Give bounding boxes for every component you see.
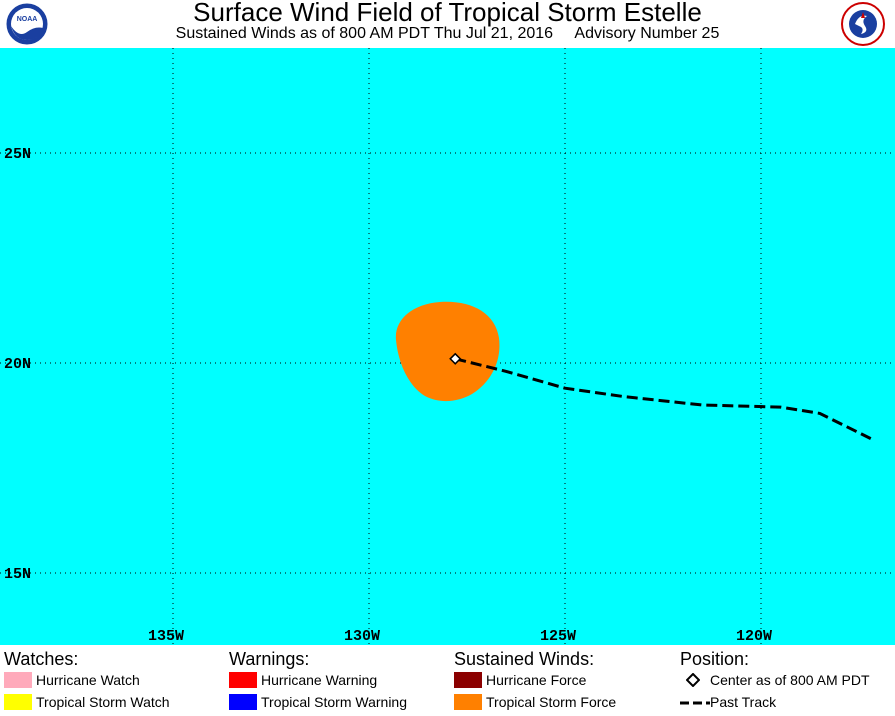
swatch-tropical-storm-warning bbox=[229, 694, 257, 710]
dashed-line-icon bbox=[680, 701, 710, 705]
storm-center-marker bbox=[449, 352, 462, 365]
latitude-label: 15N bbox=[4, 566, 31, 583]
past-track-line bbox=[454, 357, 872, 440]
legend: Watches: Hurricane Watch Tropical Storm … bbox=[0, 645, 895, 716]
noaa-logo-icon: NOAA bbox=[5, 2, 49, 46]
longitude-label: 120W bbox=[736, 628, 772, 645]
legend-heading-warnings: Warnings: bbox=[229, 649, 310, 669]
header: NOAA Surface Wind Field of Tropical Stor… bbox=[0, 0, 895, 47]
tropical-storm-wind-field bbox=[395, 301, 500, 402]
legend-item-center: Center as of 800 AM PDT bbox=[680, 671, 890, 689]
past-track bbox=[454, 357, 872, 440]
longitude-label: 135W bbox=[148, 628, 184, 645]
legend-heading-sustained-winds: Sustained Winds: bbox=[454, 649, 595, 669]
legend-heading-position: Position: bbox=[680, 649, 750, 669]
map-title: Surface Wind Field of Tropical Storm Est… bbox=[193, 0, 702, 27]
legend-heading-watches: Watches: bbox=[4, 649, 79, 669]
map-subtitle: Sustained Winds as of 800 AM PDT Thu Jul… bbox=[175, 25, 720, 42]
legend-item-past-track: Past Track bbox=[680, 693, 890, 711]
latitude-label: 20N bbox=[4, 356, 31, 373]
swatch-tropical-storm-force bbox=[454, 694, 482, 710]
national-weather-service-logo-icon bbox=[841, 2, 885, 46]
svg-text:NOAA: NOAA bbox=[17, 16, 38, 23]
swatch-hurricane-warning bbox=[229, 672, 257, 688]
swatch-tropical-storm-watch bbox=[4, 694, 32, 710]
swatch-hurricane-watch bbox=[4, 672, 32, 688]
swatch-hurricane-force bbox=[454, 672, 482, 688]
diamond-marker-icon bbox=[686, 673, 700, 687]
wind-field bbox=[395, 301, 500, 402]
storm-center-diamond bbox=[449, 352, 462, 365]
latitude-label: 25N bbox=[4, 146, 31, 163]
graticule bbox=[0, 48, 895, 645]
graticule-labels: 25N 20N 15N 135W 130W 125W 120W bbox=[4, 146, 772, 645]
longitude-label: 130W bbox=[344, 628, 380, 645]
map-panel: 25N 20N 15N 135W 130W 125W 120W bbox=[0, 48, 895, 645]
longitude-label: 125W bbox=[540, 628, 576, 645]
